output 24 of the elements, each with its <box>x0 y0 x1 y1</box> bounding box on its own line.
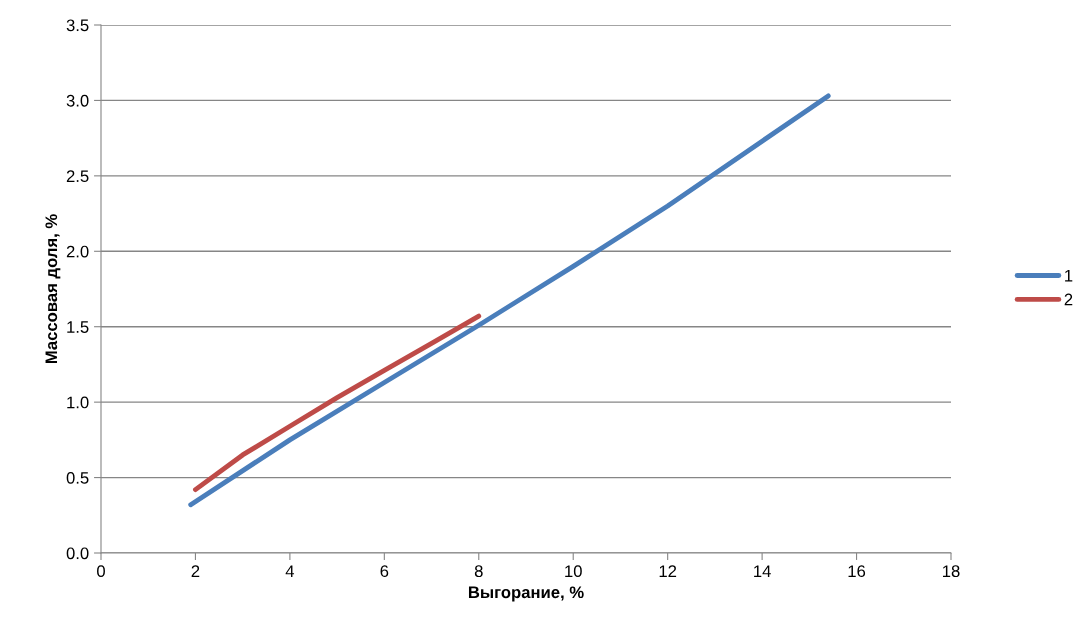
y-tick-label: 2.5 <box>66 170 89 183</box>
y-tick-label: 1.5 <box>67 321 89 333</box>
legend-label: 1 <box>1065 269 1073 282</box>
line-series <box>188 93 831 508</box>
y-tick-label: 3.5 <box>66 19 89 32</box>
x-axis-title: Выгорание, % <box>468 586 584 602</box>
y-axis-title: Массовая доля, % <box>45 214 61 364</box>
x-tick-label: 16 <box>848 565 866 578</box>
x-tick-label: 14 <box>754 565 771 577</box>
x-tick-label: 10 <box>565 565 582 578</box>
y-tick-label: 1.0 <box>67 396 89 409</box>
x-tick-label: 4 <box>285 565 295 577</box>
y-tick-label: 0.0 <box>66 547 89 560</box>
x-tick-label: 2 <box>191 565 200 577</box>
x-tick-label: 18 <box>943 565 960 578</box>
x-tick-label: 8 <box>474 565 483 578</box>
legend-label: 2 <box>1064 293 1073 306</box>
y-tick-label: 0.5 <box>66 471 89 484</box>
x-tick-label: 6 <box>380 565 389 578</box>
line-series <box>193 313 482 493</box>
y-tick-label: 2.0 <box>66 245 89 258</box>
x-tick-label: 0 <box>97 565 105 578</box>
x-tick-label: 12 <box>659 565 677 577</box>
y-tick-label: 3.0 <box>66 94 89 107</box>
